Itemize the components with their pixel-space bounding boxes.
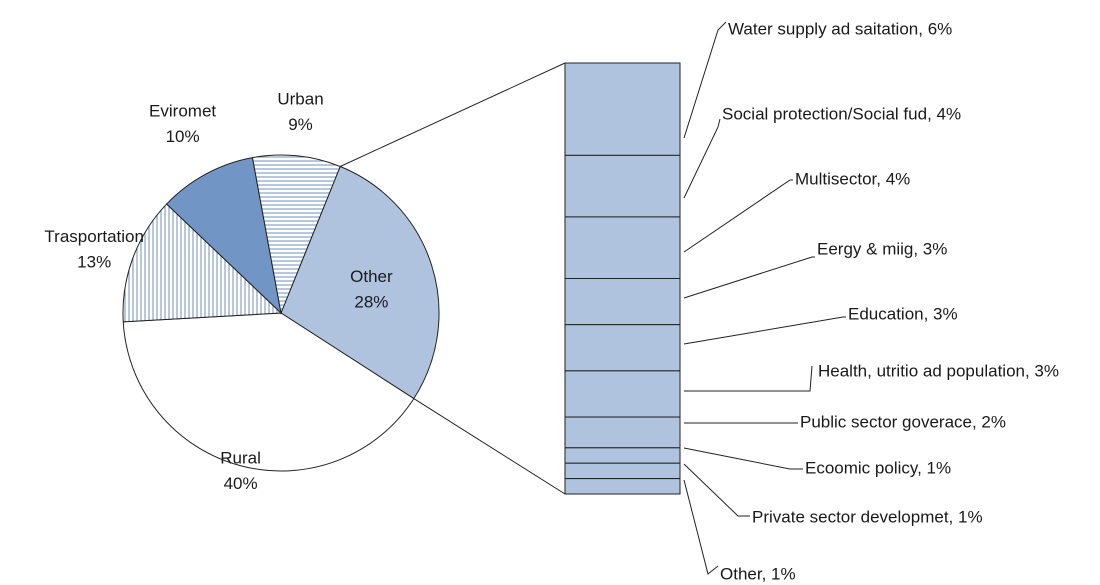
pie-label-name: Urban (277, 90, 323, 109)
pie-label-eviromet: Eviromet 10% (149, 101, 216, 146)
callout-label-water-supply-ad-saitation: Water supply ad saitation, 6% (728, 19, 952, 38)
pie-slice-rural (122, 312, 415, 472)
callout-leader-ecoomic-policy (683, 447, 803, 470)
pie-label-value: 28% (354, 292, 388, 311)
pie-slice-trasportation (122, 203, 283, 323)
pie-chart: Other 28% Rural 40% Trasportation 13% Eviromet… (44, 90, 440, 493)
bar-segment-social-protection-social-fud (564, 154, 681, 218)
bar-segment-ecoomic-policy (564, 447, 681, 464)
callout-leader-health-utritio-ad-population (684, 365, 813, 392)
bar-segment-public-sector-goverace (564, 416, 681, 449)
pie-label-value: 40% (224, 474, 258, 493)
callout-label-eergy-miig: Eergy & miig, 3% (817, 239, 947, 258)
connector-line-top (339, 62, 566, 167)
callout-leader-private-sector-developmet (683, 463, 750, 517)
callout-leader-eergy-miig (683, 256, 815, 299)
pie-label-name: Other (350, 267, 393, 286)
pie-label-urban: Urban 9% (277, 90, 323, 135)
callout-label-other: Other, 1% (720, 564, 796, 583)
callout-label-ecoomic-policy: Ecoomic policy, 1% (805, 458, 951, 477)
callout-leader-water-supply-ad-saitation (683, 21, 727, 139)
pie-label-rural: Rural 40% (220, 448, 261, 493)
bar-segment-private-sector-developmet (564, 462, 681, 480)
callout-label-public-sector-goverace: Public sector goverace, 2% (800, 412, 1006, 431)
callout-leader-other (683, 479, 719, 575)
pie-label-value: 9% (288, 115, 313, 134)
callout-leader-multisector (683, 179, 793, 253)
breakdown-connectors (339, 62, 566, 495)
pie-label-value: 10% (166, 127, 200, 146)
pie-label-name: Rural (220, 448, 261, 467)
breakdown-labels: Water supply ad saitation, 6% Social prot… (683, 19, 1059, 583)
callout-label-multisector: Multisector, 4% (795, 169, 910, 188)
bar-segment-other (564, 478, 681, 495)
bar-segment-multisector (564, 216, 681, 279)
pie-label-name: Eviromet (149, 101, 216, 120)
callout-leader-social-protection-social-fud (683, 118, 721, 199)
pie-label-other: Other 28% (350, 267, 393, 312)
bar-segment-health-utritio-ad-population (564, 370, 681, 418)
bar-segment-education (564, 324, 681, 372)
callout-label-private-sector-developmet: Private sector developmet, 1% (752, 507, 983, 526)
pie-label-value: 13% (77, 252, 111, 271)
other-breakdown-bar (564, 62, 681, 495)
pie-label-name: Trasportation (44, 227, 144, 246)
callout-label-social-protection-social-fud: Social protection/Social fud, 4% (722, 104, 961, 123)
callout-label-education: Education, 3% (848, 304, 958, 323)
pie-slice-urban (251, 154, 341, 315)
callout-label-health-utritio-ad-population: Health, utritio ad population, 3% (818, 361, 1059, 380)
pie-slice-other (280, 165, 440, 400)
bar-segment-water-supply-ad-saitation (564, 62, 681, 156)
callout-leader-education (683, 316, 846, 345)
connector-line-bottom (413, 398, 566, 495)
bar-segment-eergy-miig (564, 278, 681, 326)
pie-label-trasportation: Trasportation 13% (44, 227, 144, 272)
pie-slice-eviromet (165, 157, 282, 315)
